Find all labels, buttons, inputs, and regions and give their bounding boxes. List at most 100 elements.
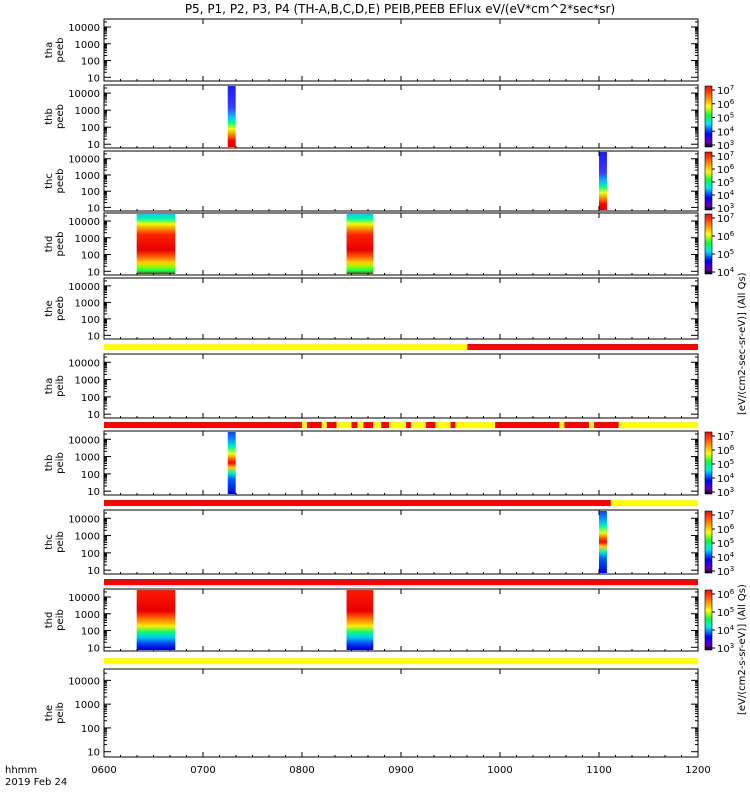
panel-frame [103,18,699,82]
quality-segment [321,422,327,428]
y-tick-label: 100 [81,393,100,404]
quality-segment [594,422,619,428]
panel-label: tha peib [44,375,66,397]
panel-frame [103,150,699,212]
x-tick-label: 0900 [388,765,413,776]
colorbar-tick-label: 104 [717,472,735,485]
y-tick-label: 10000 [68,676,100,687]
panel-label-line: peeb [55,232,66,257]
y-tick-label: 10 [87,140,100,151]
quality-segment [104,422,302,428]
y-tick-label: 10 [87,643,100,654]
y-tick-label: 1000 [75,700,100,711]
colorbar-tick-label: 107 [717,212,734,225]
quality-segment [357,422,364,428]
y-tick-label: 100 [81,251,100,262]
quality-flag-bar [104,658,698,664]
panel-label-line: peib [55,531,66,553]
y-tick-label: 10000 [68,435,100,446]
panel-label-line: thc [44,173,55,189]
spectrogram-burst [346,590,374,650]
y-tick-label: 100 [81,549,100,560]
quality-segment [467,344,698,350]
y-tick-label: 100 [81,187,100,198]
panel-label-line: tha [44,42,55,58]
quality-segment [495,422,560,428]
panel-frame [103,277,699,340]
spectrogram-burst [136,214,176,274]
panel-frame [103,353,699,419]
panel-label-line: peib [55,702,66,724]
colorbar: 104 105 106 107 [704,212,735,279]
colorbar-tick-label: 106 [717,444,735,457]
quality-segment [450,422,456,428]
x-tick-label: 1200 [685,765,710,776]
spectrogram-burst [227,86,236,147]
colorbar-gradient [704,85,713,148]
quality-segment [351,422,358,428]
y-tick-label: 1000 [75,376,100,387]
panel-frame [103,668,699,758]
y-tick-label: 10000 [68,89,100,100]
colorbar-gradient [704,213,713,275]
quality-segment [336,422,352,428]
quality-segment [104,579,698,585]
colorbar-tick-label: 107 [717,509,734,522]
colorbar-tick-label: 107 [717,150,734,163]
colorbar-gradient [704,431,713,495]
colorbar-tick-label: 105 [717,176,734,189]
y-tick-label: 10000 [68,593,100,604]
panel-label-line: peeb [55,38,66,63]
quality-segment [559,422,565,428]
y-tick-label: 1000 [75,532,100,543]
quality-segment [425,422,436,428]
y-tick-label: 10 [87,267,100,278]
quality-segment [410,422,426,428]
quality-flag-bar [104,422,698,428]
colorbar-tick-label: 106 [717,163,735,176]
panel-label: thc peib [44,531,66,553]
chart-title: P5, P1, P2, P3, P4 (TH-A,B,C,D,E) PEIB,P… [185,2,615,16]
spectrogram-burst [136,590,176,650]
quality-segment [618,422,698,428]
colorbar-tick-label: 105 [717,458,734,471]
y-tick-label: 1000 [75,171,100,182]
panel-frame [103,84,699,149]
panel-frame [103,588,699,652]
x-tick-label: 1100 [586,765,611,776]
y-tick-label: 10 [87,487,100,498]
panel-label-line: peeb [55,296,66,321]
y-tick-label: 10 [87,203,100,214]
quality-segment [104,500,611,506]
panel-label-line: tha [44,378,55,394]
quality-segment [589,422,595,428]
x-date-label: 2019 Feb 24 [5,777,67,788]
colorbar-tick-label: 104 [717,624,735,637]
panel-label: thd peeb [44,232,66,257]
panel-frame [103,212,699,276]
panel-label-line: peib [55,609,66,631]
y-tick-label: 100 [81,724,100,735]
x-tick-label: 0700 [190,765,215,776]
panel-label: thd peib [44,609,66,631]
colorbar: 103 104 105 106 [704,588,735,655]
colorbar-tick-label: 103 [717,486,734,499]
y-tick-label: 10 [87,748,100,759]
colorbar-tick-label: 104 [717,266,735,279]
y-tick-label: 10 [87,410,100,421]
panel-label-line: peib [55,452,66,474]
panel-label-line: thd [44,236,55,253]
panel-label-line: the [44,300,55,316]
panel-label: the peeb [44,296,66,321]
spectrogram-burst [346,214,374,274]
